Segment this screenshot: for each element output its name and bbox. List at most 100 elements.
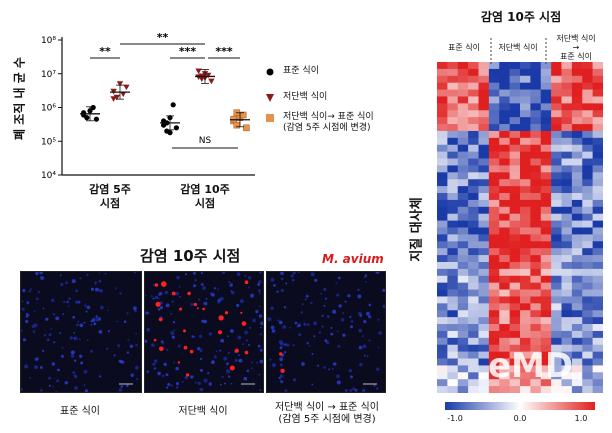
nucleus-dot xyxy=(297,272,300,274)
nucleus-dot xyxy=(105,347,109,350)
heatmap-cell xyxy=(478,172,490,180)
heatmap-cell xyxy=(592,186,603,194)
heatmap-cell xyxy=(437,234,448,242)
heatmap-cell xyxy=(437,310,448,318)
heatmap-cell xyxy=(447,130,459,139)
heatmap-cell xyxy=(582,227,593,235)
nucleus-dot xyxy=(60,354,64,358)
nucleus-dot xyxy=(227,352,230,354)
nucleus-dot xyxy=(145,294,147,297)
heatmap-cell xyxy=(457,324,469,332)
heatmap-cell xyxy=(478,241,490,249)
heatmap-cell xyxy=(468,186,479,194)
heatmap-cell xyxy=(551,82,562,90)
heatmap-cell xyxy=(447,89,459,97)
heatmap-cell xyxy=(499,234,510,242)
nucleus-dot xyxy=(213,355,217,359)
nucleus-dot xyxy=(72,315,76,319)
nucleus-dot xyxy=(194,279,197,281)
nucleus-dot xyxy=(328,368,330,371)
heatmap-cell xyxy=(582,117,593,125)
heatmap-cell xyxy=(468,96,479,104)
nucleus-dot xyxy=(145,339,148,343)
heatmap-cell xyxy=(561,330,573,339)
nucleus-dot xyxy=(226,369,229,371)
heatmap-cell xyxy=(499,275,510,283)
heatmap-cell xyxy=(551,179,562,187)
nucleus-dot xyxy=(95,287,99,292)
bacteria-dot xyxy=(224,311,229,315)
heatmap-cell xyxy=(457,317,469,325)
nucleus-dot xyxy=(84,389,88,392)
heatmap-cell xyxy=(437,358,448,366)
heatmap-cell xyxy=(478,103,490,111)
heatmap-cell xyxy=(571,172,583,180)
nucleus-dot xyxy=(151,343,155,347)
heatmap-cell xyxy=(457,193,469,201)
heatmap-cell xyxy=(540,303,552,311)
nucleus-dot xyxy=(314,278,318,282)
heatmap-cell xyxy=(478,213,490,221)
heatmap-cell xyxy=(468,158,479,166)
nucleus-dot xyxy=(35,272,39,276)
heatmap-cell xyxy=(437,179,448,187)
heatmap-cell xyxy=(540,296,552,304)
heatmap-cell xyxy=(592,82,603,90)
heatmap-cell xyxy=(488,82,500,90)
heatmap-cell xyxy=(437,303,448,311)
nucleus-dot xyxy=(90,349,93,353)
heatmap-cell xyxy=(530,144,542,152)
heatmap-cell xyxy=(520,137,531,146)
y-tick-label: 10⁶ xyxy=(41,104,56,114)
heatmap-cell xyxy=(520,365,531,373)
nucleus-dot xyxy=(120,385,124,388)
nucleus-dot xyxy=(330,326,333,329)
heatmap-cell xyxy=(561,186,573,194)
heatmap-cell xyxy=(478,324,490,332)
nucleus-dot xyxy=(24,364,29,369)
nucleus-dot xyxy=(157,297,160,300)
heatmap-cell xyxy=(509,358,521,366)
nucleus-dot xyxy=(48,333,52,337)
heatmap-cell xyxy=(551,234,562,242)
heatmap-cell xyxy=(509,372,521,380)
heatmap-cell xyxy=(457,337,469,346)
heatmap-cell xyxy=(571,337,583,346)
heatmap-cell xyxy=(478,144,490,152)
nucleus-dot xyxy=(376,367,380,371)
nucleus-dot xyxy=(259,388,262,392)
nucleus-dot xyxy=(64,381,68,385)
heatmap-cell xyxy=(551,151,562,159)
heatmap-cell xyxy=(530,330,542,339)
nucleus-dot xyxy=(330,332,334,336)
heatmap-cell xyxy=(488,158,500,166)
heatmap-cell xyxy=(509,330,521,339)
heatmap-cell xyxy=(437,324,448,332)
nucleus-dot xyxy=(366,355,369,358)
nucleus-dot xyxy=(191,335,194,338)
nucleus-dot xyxy=(270,325,275,330)
bacteria-dot xyxy=(244,350,249,355)
heatmap-cell xyxy=(468,386,479,393)
heatmap-cell xyxy=(437,206,448,215)
heatmap-cell xyxy=(520,358,531,366)
heatmap-cell xyxy=(592,165,603,173)
heatmap-cell xyxy=(520,275,531,283)
heatmap-cell xyxy=(551,358,562,366)
nucleus-dot xyxy=(85,310,88,313)
heatmap-cell xyxy=(582,351,593,359)
heatmap-cell xyxy=(571,124,583,132)
heatmap-cell xyxy=(551,130,562,139)
heatmap-cell xyxy=(561,68,573,77)
bacteria-dot xyxy=(154,283,159,287)
heatmap-cell xyxy=(447,268,459,277)
y-tick-label: 10⁴ xyxy=(41,171,56,181)
heatmap-cell xyxy=(582,199,593,208)
nucleus-dot xyxy=(220,338,225,343)
bacteria-dot xyxy=(161,281,167,287)
micro-image-standard xyxy=(21,272,139,392)
nucleus-dot xyxy=(32,330,36,333)
heatmap-cell xyxy=(468,372,479,380)
nucleus-dot xyxy=(133,306,137,311)
nucleus-dot xyxy=(77,300,81,304)
